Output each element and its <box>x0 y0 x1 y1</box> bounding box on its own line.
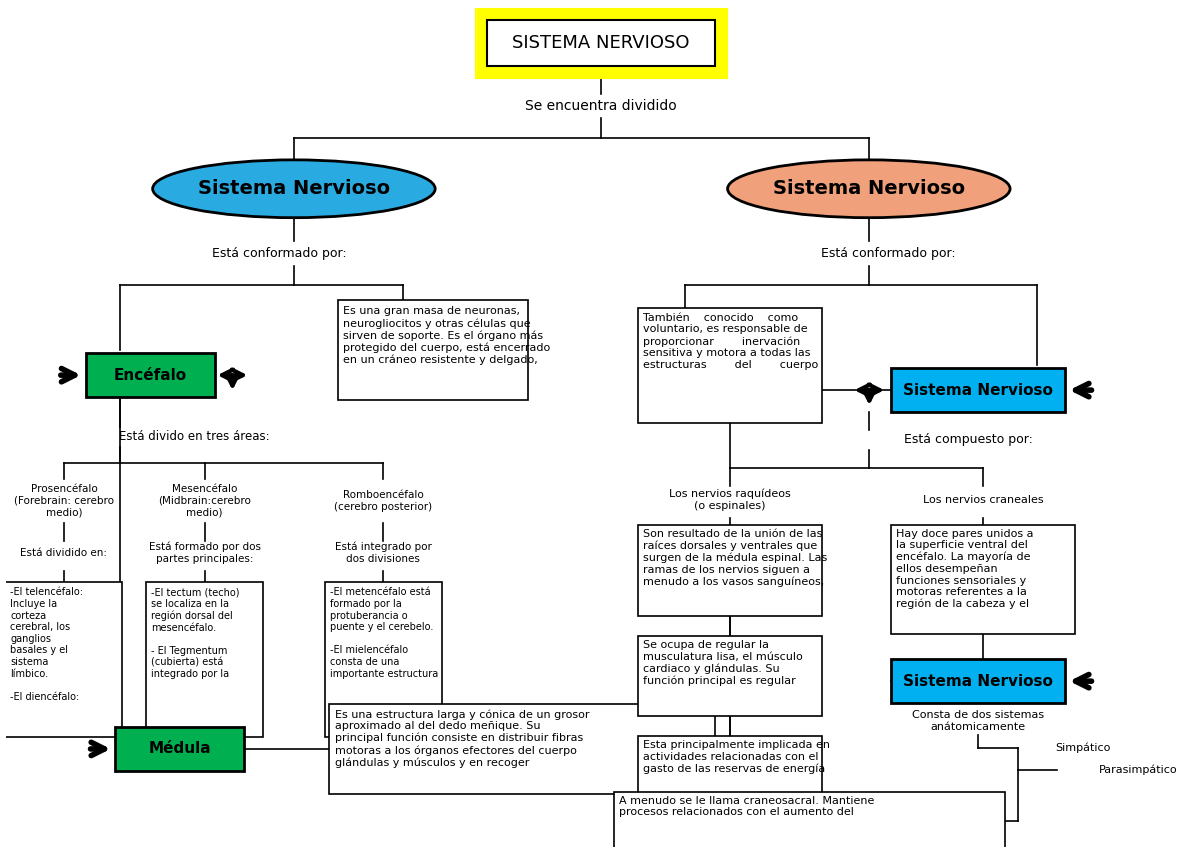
FancyBboxPatch shape <box>892 368 1064 412</box>
FancyBboxPatch shape <box>337 300 528 400</box>
Ellipse shape <box>727 160 1010 218</box>
FancyBboxPatch shape <box>115 727 245 771</box>
Text: También    conocido    como
voluntario, es responsable de
proporcionar        in: También conocido como voluntario, es res… <box>643 313 818 370</box>
Text: -El tectum (techo)
se localiza en la
región dorsal del
mesencéfalo.

- El Tegmen: -El tectum (techo) se localiza en la reg… <box>151 588 240 679</box>
FancyBboxPatch shape <box>638 525 822 616</box>
FancyBboxPatch shape <box>146 583 263 737</box>
FancyBboxPatch shape <box>892 525 1074 634</box>
Text: Médula: Médula <box>149 741 211 756</box>
Text: Es una estructura larga y cónica de un grosor
aproximado al del dedo meñique. Su: Es una estructura larga y cónica de un g… <box>335 709 589 767</box>
Text: -El telencéfalo:
Incluye la
corteza
cerebral, los
ganglios
basales y el
sistema
: -El telencéfalo: Incluye la corteza cere… <box>11 588 84 702</box>
FancyBboxPatch shape <box>487 20 715 66</box>
FancyBboxPatch shape <box>480 14 722 73</box>
Text: Se encuentra dividido: Se encuentra dividido <box>526 99 677 113</box>
Text: Mesencéfalo
(Midbrain:cerebro
medio): Mesencéfalo (Midbrain:cerebro medio) <box>158 484 251 517</box>
Text: Los nervios craneales: Los nervios craneales <box>923 494 1043 505</box>
Text: Simpático: Simpático <box>1055 743 1110 753</box>
FancyBboxPatch shape <box>85 354 215 397</box>
Text: Prosencéfalo
(Forebrain: cerebro
medio): Prosencéfalo (Forebrain: cerebro medio) <box>14 484 114 517</box>
Text: Está divido en tres áreas:: Está divido en tres áreas: <box>120 431 270 444</box>
Text: Hay doce pares unidos a
la superficie ventral del
encéfalo. La mayoría de
ellos : Hay doce pares unidos a la superficie ve… <box>896 528 1033 610</box>
FancyBboxPatch shape <box>329 704 715 794</box>
Text: Está conformado por:: Está conformado por: <box>821 247 956 260</box>
Text: Esta principalmente implicada en
actividades relacionadas con el
gasto de las re: Esta principalmente implicada en activid… <box>643 740 830 773</box>
FancyBboxPatch shape <box>6 583 122 737</box>
FancyBboxPatch shape <box>638 736 822 804</box>
Text: Está dividido en:: Está dividido en: <box>20 548 108 558</box>
Text: Romboencéfalo
(cerebro posterior): Romboencéfalo (cerebro posterior) <box>334 490 432 511</box>
Text: Sistema Nervioso: Sistema Nervioso <box>773 179 965 198</box>
Text: Sistema Nervioso: Sistema Nervioso <box>198 179 390 198</box>
Text: Está compuesto por:: Está compuesto por: <box>904 433 1032 446</box>
Text: Sistema Nervioso: Sistema Nervioso <box>902 382 1052 398</box>
Text: A menudo se le llama craneosacral. Mantiene
procesos relacionados con el aumento: A menudo se le llama craneosacral. Manti… <box>618 795 874 817</box>
Text: Es una gran masa de neuronas,
neurogliocitos y otras células que
sirven de sopor: Es una gran masa de neuronas, neuroglioc… <box>343 306 551 365</box>
FancyBboxPatch shape <box>325 583 442 737</box>
Text: SISTEMA NERVIOSO: SISTEMA NERVIOSO <box>512 34 690 53</box>
FancyBboxPatch shape <box>638 636 822 716</box>
Text: Sistema Nervioso: Sistema Nervioso <box>902 673 1052 689</box>
Text: -El metencéfalo está
formado por la
protuberancia o
puente y el cerebelo.

-El m: -El metencéfalo está formado por la prot… <box>330 588 438 678</box>
Text: Está formado por dos
partes principales:: Está formado por dos partes principales: <box>149 542 260 564</box>
FancyBboxPatch shape <box>892 659 1064 703</box>
Text: Está conformado por:: Está conformado por: <box>211 247 347 260</box>
Text: Consta de dos sistemas
anátomicamente: Consta de dos sistemas anátomicamente <box>912 711 1044 732</box>
Text: Parasimpático: Parasimpático <box>1099 765 1177 775</box>
Text: Son resultado de la unión de las
raíces dorsales y ventrales que
surgen de la mé: Son resultado de la unión de las raíces … <box>643 528 828 587</box>
FancyBboxPatch shape <box>638 308 822 422</box>
Text: Está integrado por
dos divisiones: Está integrado por dos divisiones <box>335 542 432 564</box>
Ellipse shape <box>152 160 436 218</box>
Text: Se ocupa de regular la
musculatura lisa, el músculo
cardiaco y glándulas. Su
fun: Se ocupa de regular la musculatura lisa,… <box>643 640 803 686</box>
Text: Los nervios raquídeos
(o espinales): Los nervios raquídeos (o espinales) <box>670 488 791 510</box>
FancyBboxPatch shape <box>613 792 1006 848</box>
Text: Encéfalo: Encéfalo <box>114 368 187 382</box>
